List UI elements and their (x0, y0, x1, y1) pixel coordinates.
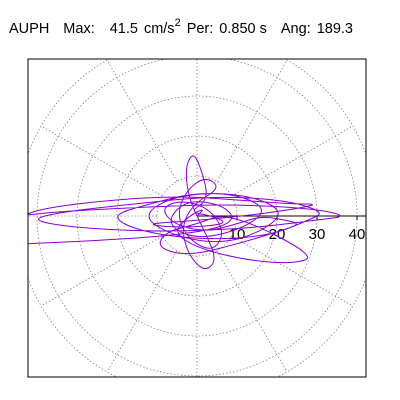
plot-frame (27, 58, 367, 378)
max-unit-exponent: 2 (174, 17, 181, 29)
max-value: 41.5 (109, 20, 138, 37)
orbit-layer (18, 155, 341, 270)
grid-spoke-300 (216, 250, 288, 373)
radial-tick-label-40: 40 (349, 226, 366, 243)
angle-value: 189.3 (316, 20, 353, 37)
grid-spoke-30 (231, 125, 354, 197)
grid-spoke-240 (106, 250, 178, 373)
radial-tick-label-30: 30 (309, 226, 326, 243)
max-label: Max: (63, 20, 95, 37)
angle-label: Ang: (280, 20, 311, 37)
chart-header: AUPH Max: 41.5 cm/s2 Per: 0.850 s Ang: 189.3 (9, 14, 353, 39)
orbit-start-marker (18, 241, 25, 248)
max-unit: cm/s (143, 20, 175, 37)
radial-tick-label-20: 20 (269, 226, 286, 243)
grid-spoke-150 (40, 125, 163, 197)
grid-spoke-60 (216, 59, 288, 182)
orbit-trace (28, 155, 341, 270)
grid-spoke-120 (106, 59, 178, 182)
grid-spoke-210 (40, 235, 163, 307)
station-code: AUPH (9, 20, 50, 37)
period-value: 0.850 s (219, 20, 267, 37)
grid-spoke-330 (231, 235, 354, 307)
period-label: Per: (186, 20, 214, 37)
